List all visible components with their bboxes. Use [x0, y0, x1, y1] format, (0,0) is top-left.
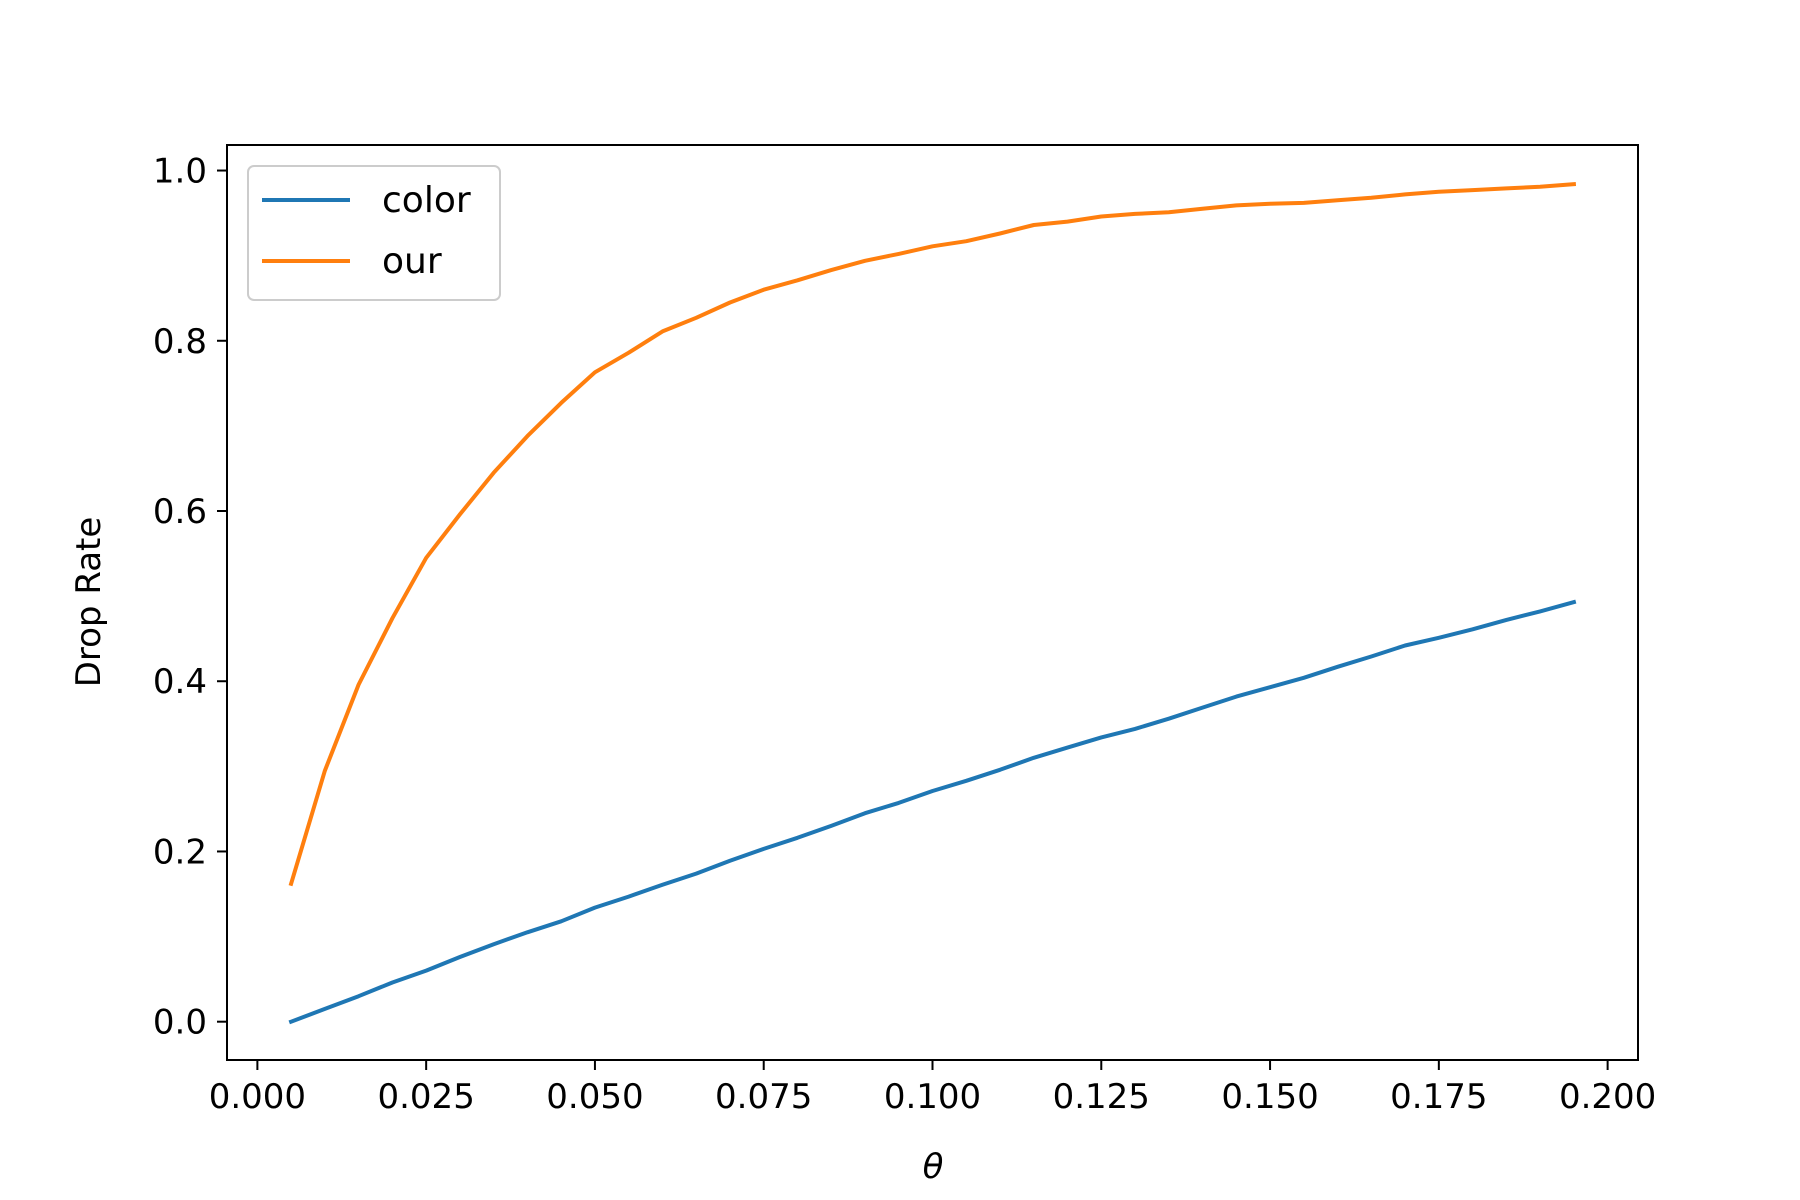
x-axis: 0.000 0.025 0.050 0.075 0.100 0.125 0.150 0.175… — [209, 1060, 1656, 1117]
y-axis: 0.0 0.2 0.4 0.6 0.8 1.0 — [153, 152, 227, 1043]
series-line-our — [288, 182, 1577, 887]
y-tick-label: 0.0 — [153, 1003, 207, 1043]
x-tick-label: 0.050 — [546, 1077, 643, 1117]
y-tick-label: 1.0 — [153, 152, 207, 192]
legend-label-our: our — [382, 241, 442, 282]
x-tick-label: 0.175 — [1390, 1077, 1487, 1117]
x-tick-label: 0.000 — [209, 1077, 306, 1117]
y-axis-label: Drop Rate — [69, 517, 109, 688]
x-tick-label: 0.125 — [1053, 1077, 1150, 1117]
series-layer — [288, 182, 1577, 1025]
x-tick-label: 0.150 — [1221, 1077, 1318, 1117]
x-tick-label: 0.025 — [377, 1077, 474, 1117]
x-tick-label: 0.075 — [715, 1077, 812, 1117]
legend: color our — [247, 165, 501, 301]
y-tick-label: 0.8 — [153, 322, 207, 362]
y-tick-label: 0.2 — [153, 832, 207, 872]
x-tick-label: 0.100 — [884, 1077, 981, 1117]
series-line-color — [288, 599, 1577, 1025]
x-tick-label: 0.200 — [1559, 1077, 1656, 1117]
x-axis-label: θ — [923, 1147, 944, 1187]
legend-label-color: color — [382, 180, 471, 221]
y-tick-label: 0.4 — [153, 662, 207, 702]
y-tick-label: 0.6 — [153, 492, 207, 532]
